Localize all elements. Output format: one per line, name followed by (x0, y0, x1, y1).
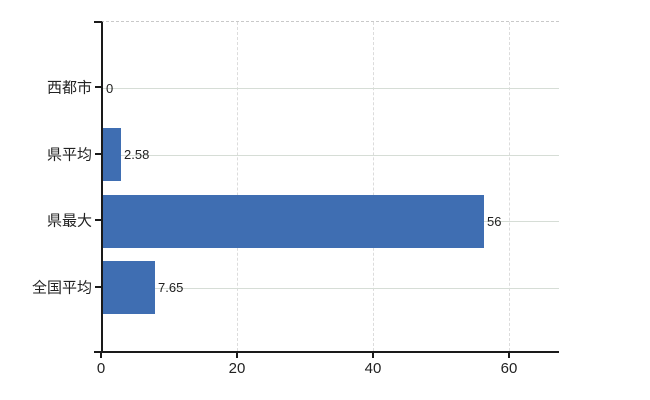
x-tick-label: 20 (228, 360, 246, 377)
x-axis-overhang (94, 351, 102, 353)
value-label: 56 (487, 213, 502, 229)
category-label: 全国平均 (31, 279, 92, 297)
bar-県最大 (103, 194, 484, 248)
x-axis-tick (508, 352, 510, 358)
y-axis-top-tick (94, 21, 102, 23)
y-axis-tick (95, 219, 101, 222)
value-label: 7.65 (158, 280, 184, 296)
y-axis-tick (95, 152, 101, 155)
bar-県平均 (103, 128, 121, 182)
y-axis-tick (95, 86, 101, 89)
x-axis-tick (100, 352, 102, 358)
category-label: 西都市 (46, 79, 92, 97)
bar-全国平均 (103, 261, 155, 315)
x-gridline (509, 22, 510, 351)
x-gridline (237, 22, 238, 351)
row-gridline (103, 287, 559, 289)
category-label: 県最大 (46, 212, 92, 230)
row-gridline (103, 154, 559, 156)
x-tick-label: 40 (364, 360, 382, 377)
x-tick-label: 60 (500, 360, 518, 377)
value-label: 0 (106, 80, 114, 96)
x-gridline (373, 22, 374, 351)
x-axis-tick (236, 352, 238, 358)
x-axis-tick (372, 352, 374, 358)
x-tick-label: 0 (96, 360, 106, 377)
plot-area: 0 2.58 56 7.65 (101, 21, 559, 353)
row-gridline (103, 88, 559, 90)
y-axis-tick (95, 285, 101, 288)
value-label: 2.58 (124, 147, 150, 163)
category-label: 県平均 (46, 146, 92, 164)
